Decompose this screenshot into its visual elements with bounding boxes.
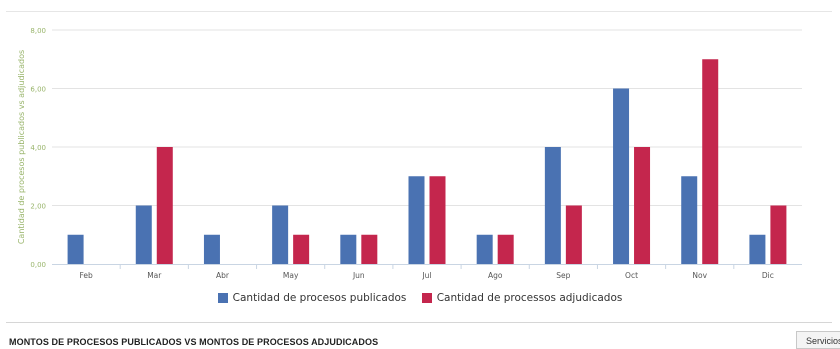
y-tick-label: 6,00 bbox=[30, 86, 46, 94]
gridlines bbox=[52, 29, 802, 206]
chart-legend: Cantidad de procesos publicados Cantidad… bbox=[0, 292, 840, 306]
bar-adjudicados-mar[interactable] bbox=[156, 147, 173, 264]
bar-publicados-feb[interactable] bbox=[67, 234, 84, 264]
x-tick-label: Jul bbox=[421, 271, 431, 280]
x-tick-label: Ago bbox=[488, 271, 503, 280]
bar-adjudicados-ago[interactable] bbox=[497, 234, 514, 264]
x-tick-label: Abr bbox=[216, 271, 230, 280]
bar-adjudicados-dic[interactable] bbox=[770, 205, 787, 265]
servicios-button[interactable]: Servicios bbox=[796, 331, 840, 349]
legend-item-adjudicados[interactable]: Cantidad de processos adjudicados bbox=[421, 292, 623, 304]
legend-swatch-adjudicados bbox=[421, 293, 432, 303]
y-axis-label: Cantidad de procesos publicados vs adjud… bbox=[17, 50, 26, 244]
bar-adjudicados-jul[interactable] bbox=[429, 176, 446, 264]
x-tick-label: Jun bbox=[352, 271, 365, 280]
x-tick-label: Nov bbox=[692, 271, 707, 280]
x-tick-label: Mar bbox=[147, 271, 162, 280]
section-title: MONTOS DE PROCESOS PUBLICADOS VS MONTOS … bbox=[9, 337, 379, 347]
x-tick-label: Feb bbox=[79, 271, 93, 280]
bar-publicados-dic[interactable] bbox=[749, 234, 766, 264]
bar-publicados-ago[interactable] bbox=[476, 234, 493, 264]
x-axis-ticks: Feb Mar Abr May Jun Jul Ago Sep Oct Nov Dic bbox=[79, 264, 774, 280]
x-tick-label: Oct bbox=[625, 271, 638, 280]
y-tick-label: 0,00 bbox=[30, 261, 46, 269]
legend-swatch-publicados bbox=[217, 293, 228, 303]
section-divider bbox=[6, 322, 832, 323]
legend-item-publicados[interactable]: Cantidad de procesos publicados bbox=[217, 292, 407, 304]
bar-publicados-may[interactable] bbox=[272, 205, 289, 265]
bar-publicados-sep[interactable] bbox=[544, 147, 561, 264]
bar-adjudicados-may[interactable] bbox=[293, 234, 310, 264]
bar-adjudicados-nov[interactable] bbox=[702, 59, 719, 264]
y-tick-label: 2,00 bbox=[30, 203, 46, 211]
x-tick-label: Sep bbox=[556, 271, 570, 280]
bar-publicados-abr[interactable] bbox=[203, 234, 220, 264]
bar-publicados-jul[interactable] bbox=[408, 176, 425, 264]
bar-adjudicados-sep[interactable] bbox=[565, 205, 582, 265]
bars bbox=[67, 59, 787, 265]
bar-chart: 0,00 2,00 4,00 6,00 8,00 Cantidad de proceso… bbox=[17, 27, 802, 280]
y-tick-label: 8,00 bbox=[30, 27, 46, 35]
bar-adjudicados-jun[interactable] bbox=[361, 234, 378, 264]
bar-adjudicados-oct[interactable] bbox=[634, 147, 651, 264]
y-tick-label: 4,00 bbox=[30, 144, 46, 152]
bar-publicados-oct[interactable] bbox=[613, 88, 630, 265]
bar-publicados-nov[interactable] bbox=[681, 176, 698, 264]
x-tick-label: Dic bbox=[762, 271, 774, 280]
bar-publicados-jun[interactable] bbox=[340, 234, 357, 264]
y-axis-ticks: 0,00 2,00 4,00 6,00 8,00 bbox=[30, 27, 46, 269]
legend-label-adjudicados: Cantidad de processos adjudicados bbox=[436, 292, 623, 304]
chart-top-border bbox=[6, 11, 832, 12]
x-tick-label: May bbox=[283, 271, 299, 280]
bar-publicados-mar[interactable] bbox=[135, 205, 152, 265]
legend-label-publicados: Cantidad de procesos publicados bbox=[232, 292, 407, 304]
